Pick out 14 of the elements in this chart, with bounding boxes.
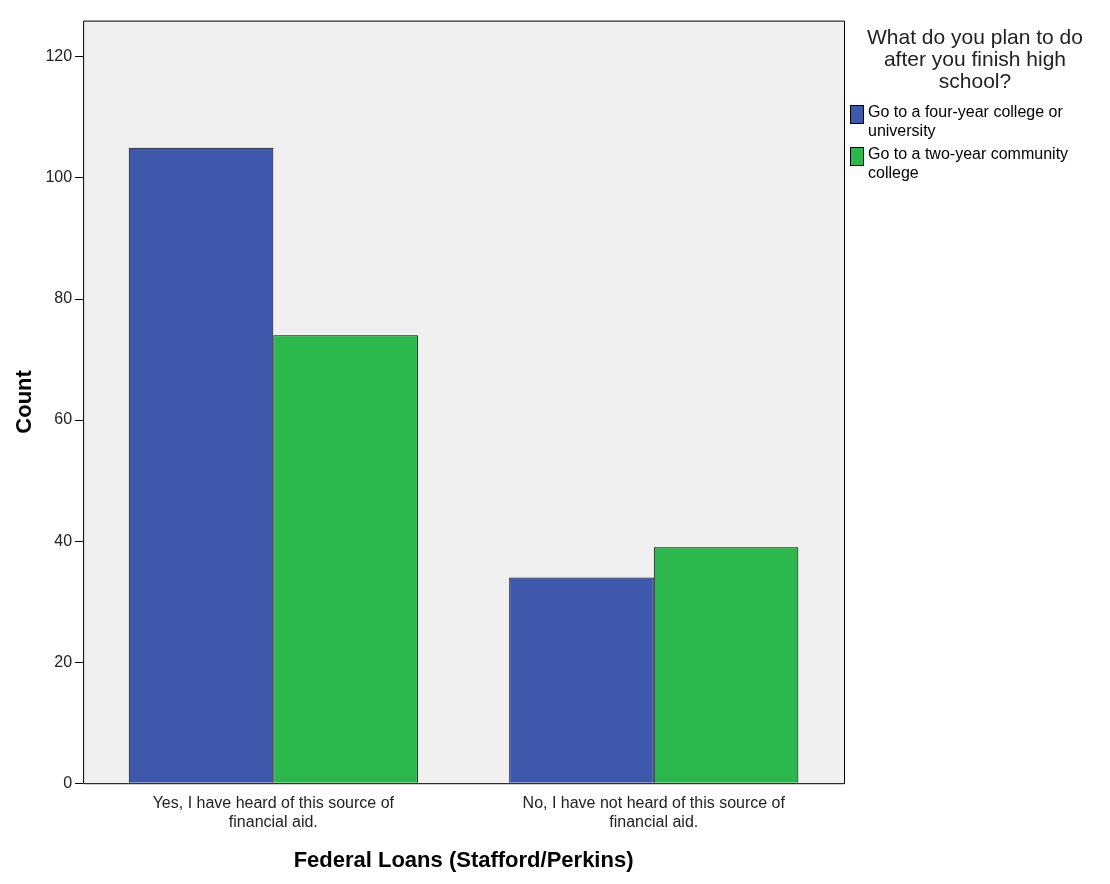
y-axis-title: Count [11,369,37,434]
legend-label: Go to a four-year college or university [868,102,1064,140]
y-tick-label: 20 [54,652,73,670]
x-tick-label: Yes, I have heard of this source of financial aid. [152,794,395,831]
legend-label: Go to a two-year community college [868,144,1070,182]
y-tick-label: 120 [45,47,73,65]
x-axis-title: Federal Loans (Stafford/Perkins) [293,846,634,872]
y-tick-label: 0 [63,773,73,791]
legend-title: What do you plan to do after you finish high school? [866,25,1084,92]
y-tick-label: 40 [54,531,73,549]
y-tick-label: 60 [54,410,73,428]
y-tick-label: 80 [54,289,73,307]
x-tick-label: No, I have not heard of this source of financial aid. [522,794,786,831]
y-tick-label: 100 [45,168,73,186]
